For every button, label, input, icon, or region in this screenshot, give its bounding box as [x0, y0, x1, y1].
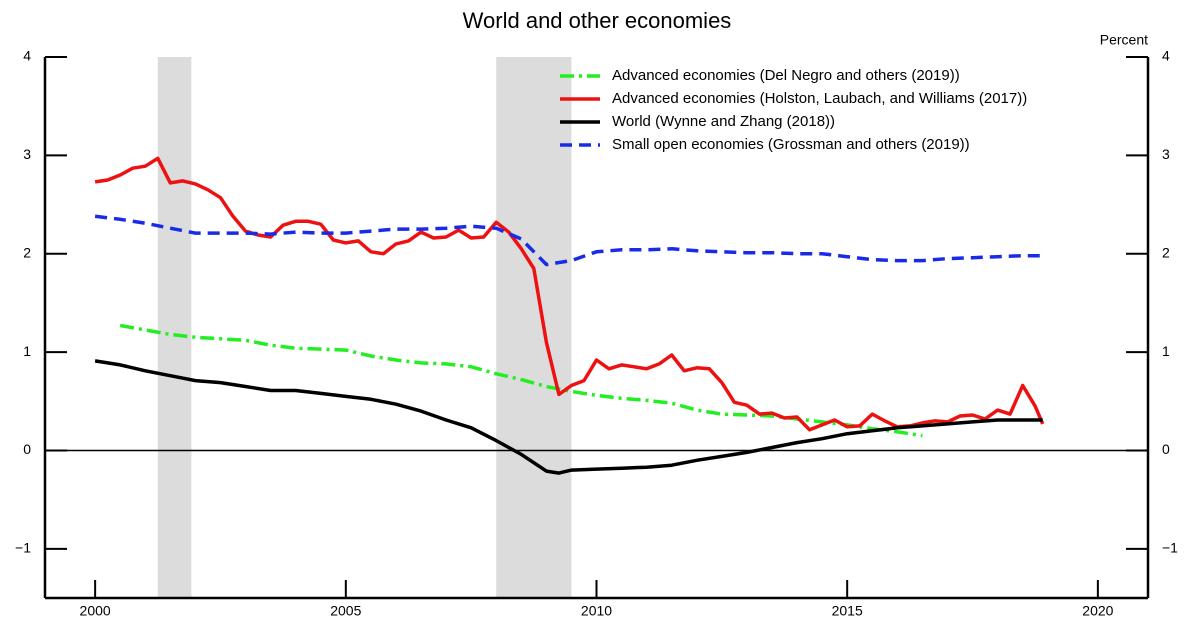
shaded-period [157, 57, 192, 598]
x-tick-label: 2005 [330, 603, 361, 619]
y-tick-label: 2 [23, 244, 31, 260]
y2-tick-label: 4 [1162, 48, 1170, 64]
series-line [94, 214, 1043, 267]
y2-tick-label: 0 [1162, 441, 1170, 457]
x-tick-label: 2020 [1082, 603, 1113, 619]
y-tick-label: 0 [23, 441, 31, 457]
y2-tick-label: 3 [1162, 146, 1170, 162]
x-tick-label: 2015 [832, 603, 863, 619]
legend-label: World (Wynne and Zhang (2018)) [612, 113, 835, 130]
x-tick-label: 2010 [581, 603, 612, 619]
y-tick-label: 4 [23, 48, 31, 64]
x-tick-label: 2000 [80, 603, 111, 619]
y2-tick-label: −1 [1162, 540, 1178, 556]
legend-label: Advanced economies (Holston, Laubach, an… [612, 90, 1027, 107]
y2-tick-label: 1 [1162, 343, 1170, 359]
y-tick-label: 3 [23, 146, 31, 162]
y-tick-label: −1 [15, 540, 31, 556]
y-tick-label: 1 [23, 343, 31, 359]
legend-label: Small open economies (Grossman and other… [612, 136, 970, 153]
chart-title: World and other economies [463, 8, 732, 33]
y2-tick-label: 2 [1162, 244, 1170, 260]
shaded-period [496, 57, 572, 598]
series-line [94, 359, 1043, 475]
y-axis-label: Percent [1100, 32, 1148, 48]
legend-label: Advanced economies (Del Negro and others… [612, 67, 960, 84]
